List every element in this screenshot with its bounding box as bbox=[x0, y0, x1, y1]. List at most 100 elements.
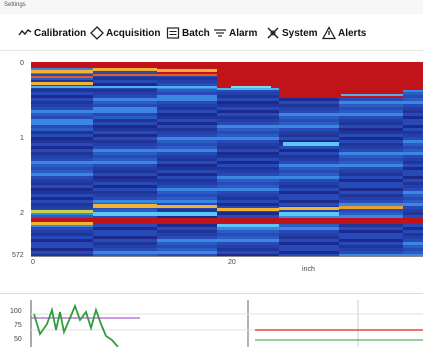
heatmap-cell bbox=[31, 164, 93, 167]
trend-chart[interactable]: 100 75 50 bbox=[0, 300, 423, 348]
heatmap-band bbox=[31, 218, 423, 224]
heatmap-cell bbox=[403, 89, 423, 92]
heatmap-band bbox=[31, 76, 93, 78]
y-tick-1: 1 bbox=[20, 135, 24, 142]
heatmap-cell bbox=[157, 170, 217, 173]
heatmap-cell bbox=[339, 176, 403, 179]
heatmap-plot[interactable] bbox=[31, 62, 423, 256]
heatmap-cell bbox=[403, 149, 423, 152]
heatmap-cell bbox=[31, 140, 93, 143]
heatmap-cell bbox=[157, 104, 217, 107]
heatmap-cell bbox=[157, 95, 217, 98]
heatmap-cell bbox=[217, 242, 279, 245]
heatmap-cell bbox=[157, 209, 217, 212]
heatmap-cell bbox=[93, 131, 157, 134]
heatmap-cell bbox=[217, 233, 279, 236]
heatmap-cell bbox=[93, 77, 157, 80]
heatmap-cell bbox=[157, 233, 217, 236]
heatmap-cell bbox=[339, 137, 403, 140]
heatmap-cell bbox=[157, 80, 217, 83]
heatmap-cell bbox=[157, 134, 217, 137]
heatmap-cell bbox=[93, 137, 157, 140]
system-label: System bbox=[282, 27, 318, 39]
heatmap-cell bbox=[31, 101, 93, 104]
heatmap-cell bbox=[93, 122, 157, 125]
heatmap-cell bbox=[31, 254, 93, 256]
heatmap-cell bbox=[93, 242, 157, 245]
heatmap-cell bbox=[31, 116, 93, 119]
heatmap-cell bbox=[217, 161, 279, 164]
alarm-button[interactable]: Alarm bbox=[213, 24, 257, 42]
heatmap-cell bbox=[93, 248, 157, 251]
heatmap-cell bbox=[31, 113, 93, 116]
heatmap-cell bbox=[217, 98, 279, 101]
heatmap-cell bbox=[157, 239, 217, 242]
alerts-button[interactable]: Alerts bbox=[322, 24, 366, 42]
heatmap-cell bbox=[279, 224, 339, 227]
heatmap-band bbox=[217, 208, 279, 211]
alerts-label: Alerts bbox=[338, 27, 367, 39]
heatmap-cell bbox=[339, 203, 403, 206]
heatmap-cell bbox=[339, 116, 403, 119]
heatmap-cell bbox=[339, 149, 403, 152]
system-tools-icon bbox=[266, 26, 280, 40]
heatmap-cell bbox=[279, 161, 339, 164]
heatmap-cell bbox=[279, 110, 339, 113]
heatmap-band bbox=[31, 222, 93, 225]
heatmap-cell bbox=[339, 179, 403, 182]
heatmap-cell bbox=[217, 176, 279, 179]
heatmap-cell bbox=[217, 245, 279, 248]
heatmap-cell bbox=[93, 128, 157, 131]
batch-label: Batch bbox=[182, 27, 210, 39]
heatmap-cell bbox=[157, 116, 217, 119]
heatmap-cell bbox=[403, 227, 423, 230]
x-tick-20: 20 bbox=[228, 259, 236, 266]
heatmap-cell bbox=[403, 239, 423, 242]
heatmap-cell bbox=[403, 230, 423, 233]
heatmap-cell bbox=[279, 167, 339, 170]
heatmap-cell bbox=[403, 215, 423, 218]
alarm-lines-icon bbox=[213, 26, 227, 40]
heatmap-cell bbox=[31, 179, 93, 182]
heatmap-cell bbox=[217, 227, 279, 230]
heatmap-cell bbox=[31, 161, 93, 164]
calibration-button[interactable]: Calibration bbox=[18, 24, 86, 42]
heatmap-cell bbox=[31, 182, 93, 185]
heatmap-cell bbox=[93, 164, 157, 167]
heatmap-cell bbox=[93, 95, 157, 98]
heatmap-cell bbox=[217, 131, 279, 134]
system-button[interactable]: System bbox=[266, 24, 318, 42]
heatmap-cell bbox=[217, 143, 279, 146]
heatmap-cell bbox=[279, 194, 339, 197]
trend-chart-svg bbox=[30, 300, 423, 348]
batch-button[interactable]: Batch bbox=[166, 24, 210, 42]
heatmap-cell bbox=[157, 173, 217, 176]
heatmap-cell bbox=[403, 95, 423, 98]
heatmap-band bbox=[283, 142, 339, 146]
heatmap-cell bbox=[157, 197, 217, 200]
acquisition-button[interactable]: Acquisition bbox=[90, 24, 160, 42]
heatmap-cell bbox=[217, 200, 279, 203]
heatmap-cell bbox=[217, 194, 279, 197]
heatmap-band bbox=[339, 206, 403, 209]
heatmap-band bbox=[341, 94, 403, 96]
heatmap-cell bbox=[339, 104, 403, 107]
heatmap-band bbox=[279, 68, 403, 98]
heatmap-cell bbox=[279, 164, 339, 167]
heatmap-cell bbox=[31, 119, 93, 122]
panel-divider bbox=[0, 293, 423, 294]
heatmap-cell bbox=[403, 200, 423, 203]
heatmap-cell bbox=[403, 134, 423, 137]
heatmap-band bbox=[157, 62, 217, 74]
heatmap-cell bbox=[403, 173, 423, 176]
x-axis-line bbox=[31, 256, 423, 257]
heatmap-cell bbox=[93, 152, 157, 155]
heatmap-cell bbox=[31, 143, 93, 146]
heatmap-cell bbox=[217, 137, 279, 140]
heatmap-cell bbox=[31, 245, 93, 248]
heatmap-cell bbox=[157, 143, 217, 146]
heatmap-cell bbox=[279, 134, 339, 137]
heatmap-cell bbox=[339, 224, 403, 227]
heatmap-cell bbox=[93, 119, 157, 122]
heatmap-cell bbox=[31, 239, 93, 242]
